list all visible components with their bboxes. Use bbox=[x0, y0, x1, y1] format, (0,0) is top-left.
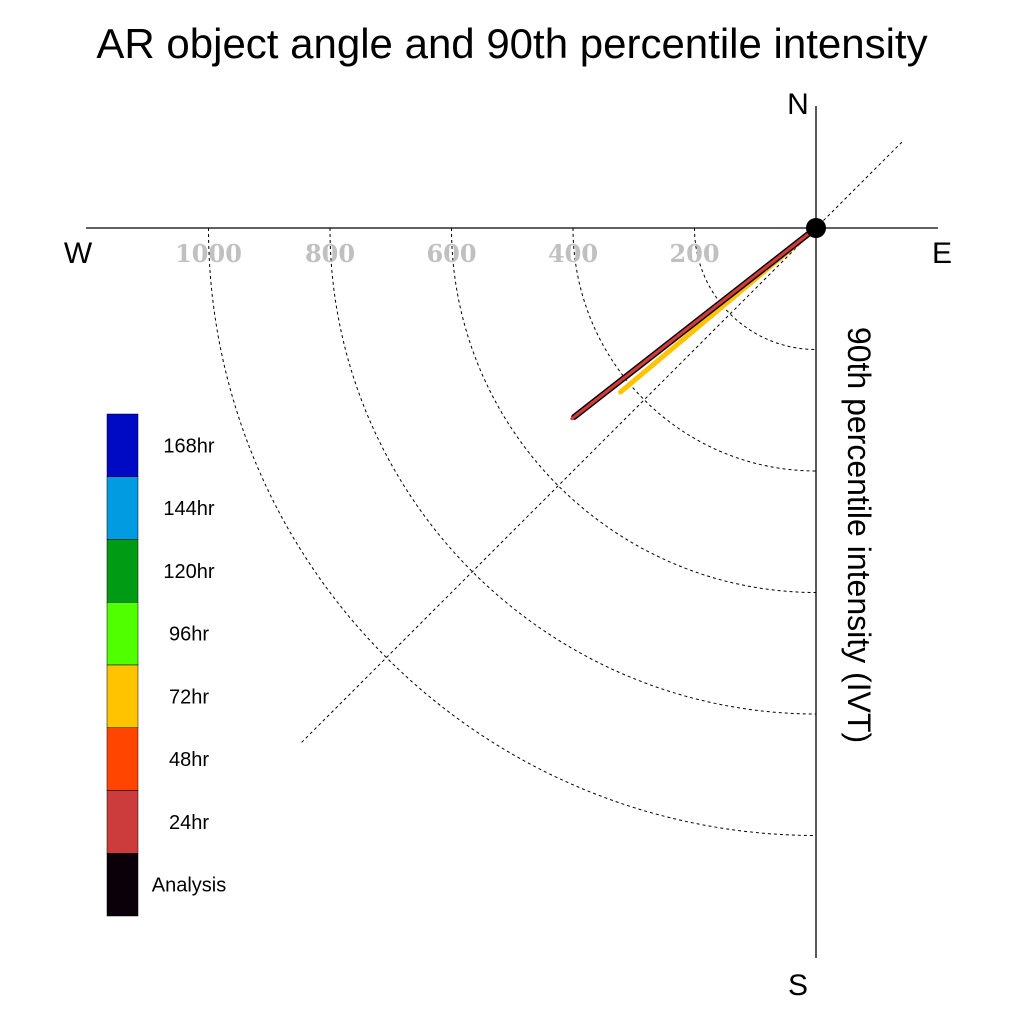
grid bbox=[208, 141, 903, 836]
legend-label: 48hr bbox=[169, 749, 209, 771]
legend-swatch bbox=[106, 727, 139, 791]
range-arc bbox=[694, 227, 817, 350]
legend-swatch bbox=[106, 853, 139, 917]
legend-label: 144hr bbox=[163, 498, 214, 520]
legend-label: Analysis bbox=[152, 875, 226, 897]
radial-axis-label: 90th percentile intensity (IVT) bbox=[841, 327, 877, 743]
compass-west: W bbox=[64, 237, 93, 270]
radial-tick-label: 400 bbox=[548, 239, 598, 268]
axes bbox=[86, 106, 938, 958]
radial-tick-label: 200 bbox=[669, 239, 719, 268]
legend-swatch bbox=[106, 790, 139, 854]
range-arc bbox=[329, 227, 817, 715]
radial-tick-labels: 200 400 600 800 1000 bbox=[175, 239, 719, 268]
range-arc bbox=[572, 227, 817, 472]
radial-tick-label: 800 bbox=[305, 239, 355, 268]
legend-label: 72hr bbox=[169, 686, 209, 708]
legend-swatch bbox=[106, 539, 139, 603]
legend-swatch bbox=[106, 664, 139, 728]
compass-east: E bbox=[932, 237, 952, 270]
radial-tick-label: 1000 bbox=[175, 239, 242, 268]
range-arc bbox=[208, 227, 817, 836]
origin-point bbox=[806, 218, 826, 238]
chart-title: AR object angle and 90th percentile inte… bbox=[96, 20, 927, 67]
legend-label: 120hr bbox=[163, 561, 214, 583]
radial-tick-label: 600 bbox=[426, 239, 476, 268]
compass-north: N bbox=[787, 88, 809, 121]
legend-swatch bbox=[106, 476, 139, 540]
compass-south: S bbox=[788, 969, 808, 1002]
legend: 168hr 144hr 120hr 96hr 72hr 48hr 24hr Analysis bbox=[106, 413, 226, 917]
legend-swatch bbox=[106, 413, 139, 477]
series-vectors bbox=[570, 225, 819, 421]
series-vector-24hr bbox=[570, 226, 818, 421]
legend-label: 96hr bbox=[169, 624, 209, 646]
legend-label: 168hr bbox=[163, 435, 214, 457]
reference-direction-line bbox=[300, 141, 903, 744]
legend-label: 24hr bbox=[169, 812, 209, 834]
legend-swatch bbox=[106, 602, 139, 666]
range-arc bbox=[451, 227, 817, 593]
